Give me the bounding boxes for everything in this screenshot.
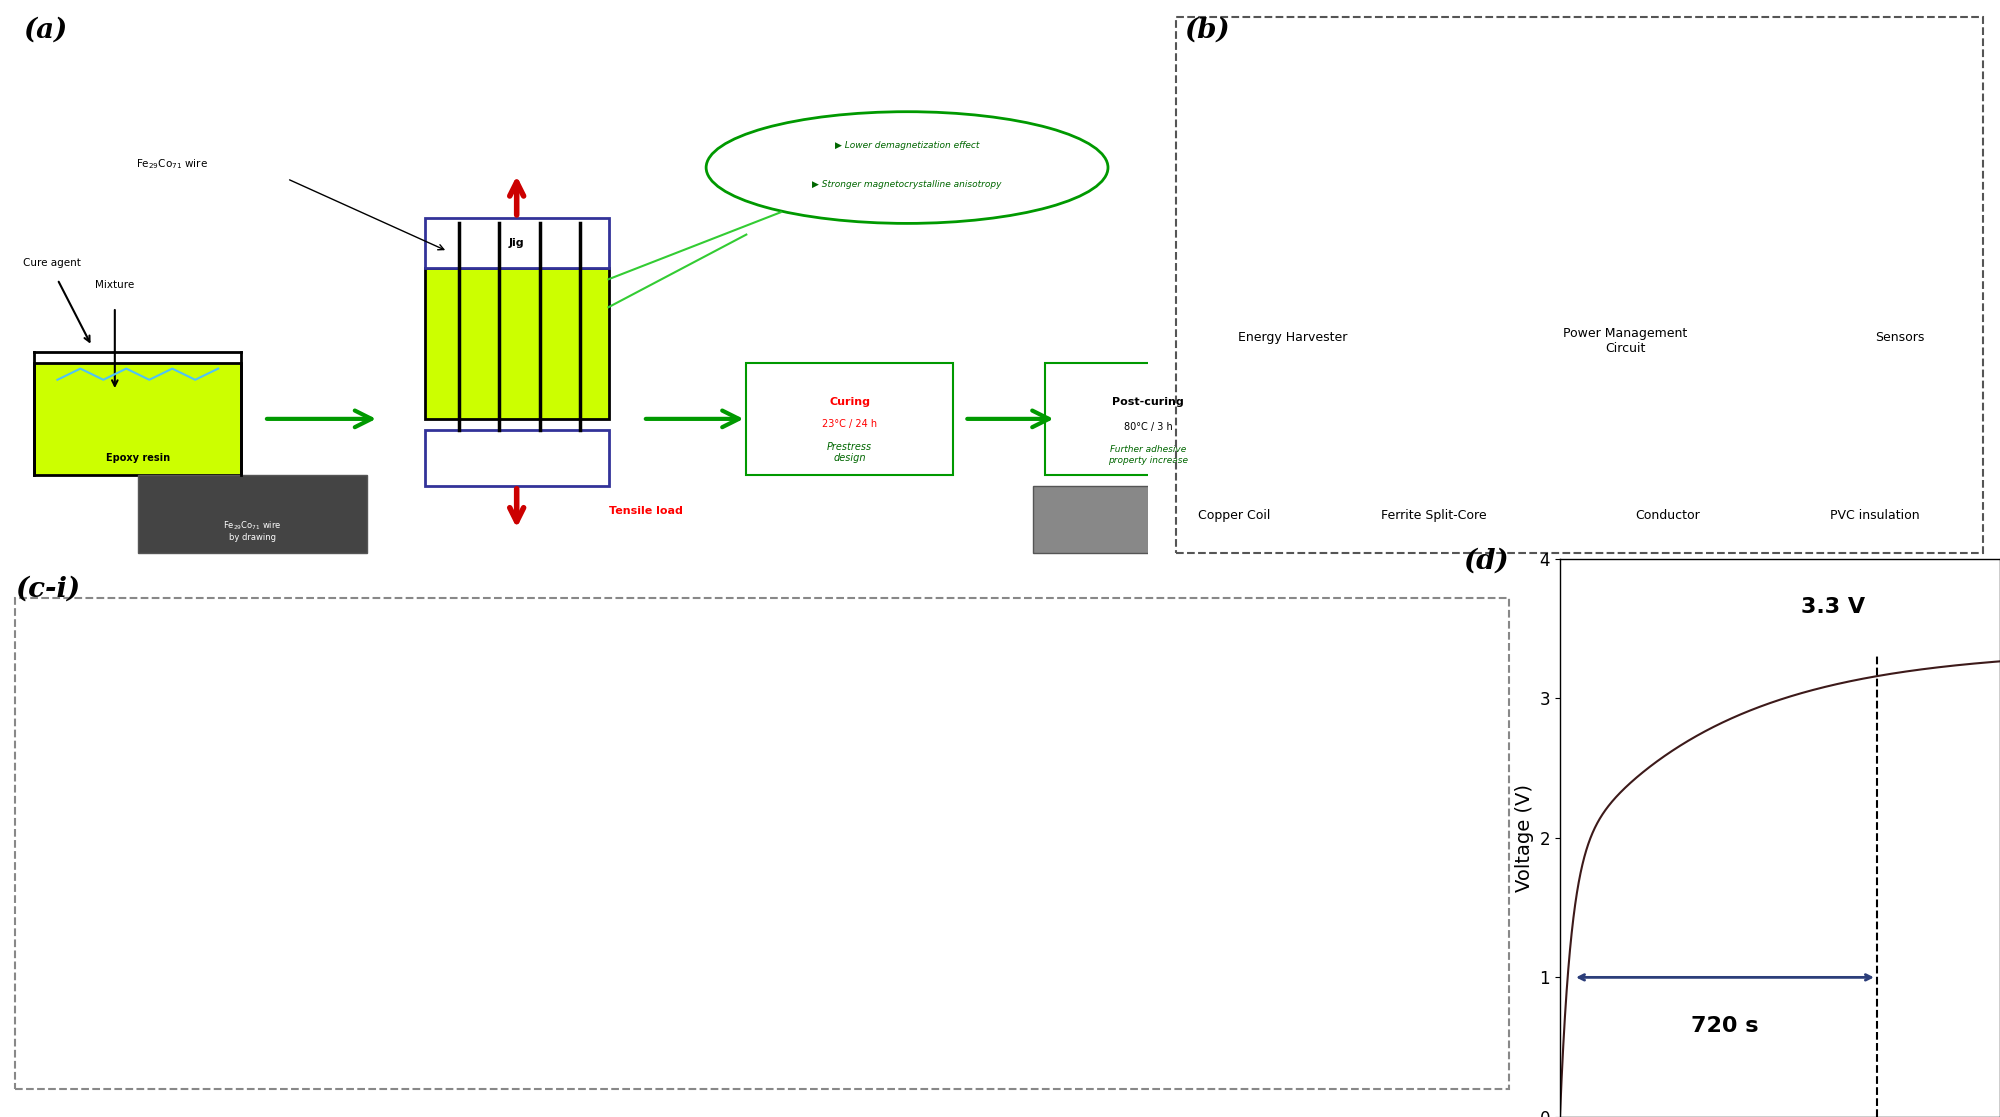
Bar bbox=[138, 475, 368, 553]
Text: (a): (a) bbox=[22, 17, 68, 44]
Text: 720 s: 720 s bbox=[1692, 1016, 1758, 1037]
Text: Epoxy resin: Epoxy resin bbox=[106, 454, 170, 462]
Text: (d): (d) bbox=[1464, 547, 1508, 574]
Text: 80°C / 3 h: 80°C / 3 h bbox=[1124, 422, 1172, 432]
Text: Copper Coil: Copper Coil bbox=[1198, 509, 1270, 523]
Text: Mixture: Mixture bbox=[96, 280, 134, 290]
FancyArrowPatch shape bbox=[646, 411, 738, 427]
FancyArrowPatch shape bbox=[968, 411, 1048, 427]
Text: ▶ Lower demagnetization effect: ▶ Lower demagnetization effect bbox=[834, 141, 980, 150]
Text: (b): (b) bbox=[1184, 17, 1230, 44]
Text: Curing: Curing bbox=[830, 398, 870, 407]
Y-axis label: Voltage (V): Voltage (V) bbox=[1516, 784, 1534, 891]
FancyArrowPatch shape bbox=[266, 411, 372, 427]
Text: 23°C / 24 h: 23°C / 24 h bbox=[822, 420, 878, 429]
Text: Energy Harvester: Energy Harvester bbox=[1238, 331, 1348, 344]
Text: PVC insulation: PVC insulation bbox=[1830, 509, 1920, 523]
Bar bbox=[424, 218, 608, 268]
Bar bbox=[424, 268, 608, 419]
Bar bbox=[1044, 363, 1252, 475]
Text: Further adhesive
property increase: Further adhesive property increase bbox=[1108, 446, 1188, 465]
Bar bbox=[16, 598, 1510, 1089]
Text: Post-curing: Post-curing bbox=[1112, 398, 1184, 407]
Text: Ferrite Split-Core: Ferrite Split-Core bbox=[1382, 509, 1488, 523]
Text: 3.3 V: 3.3 V bbox=[1800, 598, 1864, 618]
Text: Prestress
design: Prestress design bbox=[828, 441, 872, 464]
Bar bbox=[1034, 486, 1240, 553]
Text: ▶ Stronger magnetocrystalline anisotropy: ▶ Stronger magnetocrystalline anisotropy bbox=[812, 180, 1002, 189]
Bar bbox=[424, 430, 608, 486]
Text: Conductor: Conductor bbox=[1634, 509, 1700, 523]
Text: Tensile load: Tensile load bbox=[608, 506, 682, 516]
Bar bbox=[746, 363, 952, 475]
Bar bbox=[34, 363, 242, 475]
Text: (c-i): (c-i) bbox=[16, 575, 80, 602]
Text: Power Management
Circuit: Power Management Circuit bbox=[1564, 327, 1688, 355]
Text: Fe$_{29}$Co$_{71}$ wire: Fe$_{29}$Co$_{71}$ wire bbox=[136, 157, 208, 171]
Text: Sensors: Sensors bbox=[1876, 331, 1924, 344]
Text: Cure agent: Cure agent bbox=[22, 258, 80, 268]
Ellipse shape bbox=[706, 112, 1108, 223]
Text: Jig: Jig bbox=[508, 238, 524, 248]
Text: Fe$_{29}$Co$_{71}$ wire
by drawing: Fe$_{29}$Co$_{71}$ wire by drawing bbox=[224, 519, 282, 542]
